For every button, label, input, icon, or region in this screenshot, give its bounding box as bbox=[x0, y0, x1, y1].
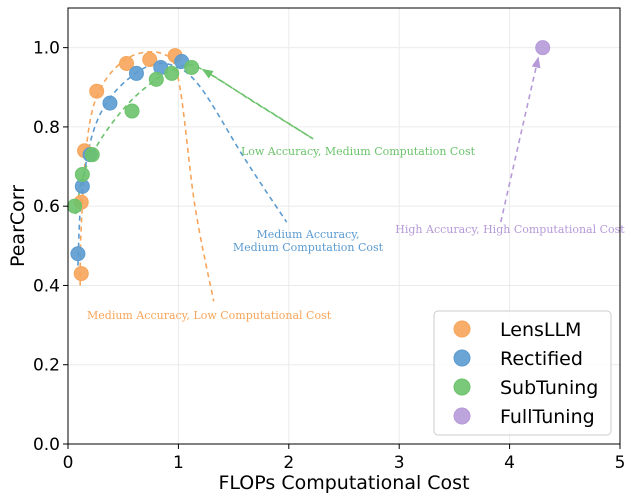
series-layer bbox=[67, 40, 551, 302]
y-tick-label: 0.0 bbox=[33, 435, 60, 455]
annotation-subtuning: Low Accuracy, Medium Computation Cost bbox=[241, 145, 476, 158]
annotation-line: Medium Accuracy, Low Computational Cost bbox=[87, 309, 332, 322]
data-point-subtuning bbox=[67, 198, 83, 214]
annotation-line: Medium Accuracy, bbox=[257, 228, 360, 241]
x-tick-label: 5 bbox=[615, 453, 626, 473]
annotation-lensllm: Medium Accuracy, Low Computational Cost bbox=[87, 309, 332, 322]
annotation-layer: Medium Accuracy, Low Computational Cost M… bbox=[87, 145, 625, 322]
data-point-lensllm bbox=[89, 83, 105, 99]
data-point-lensllm bbox=[142, 52, 158, 68]
data-point-subtuning bbox=[164, 65, 180, 81]
axes: 0 1 2 3 4 5 0.0 0.2 0.4 0.6 0.8 1.0 bbox=[33, 7, 626, 473]
trend-curve-rectified bbox=[77, 62, 288, 266]
legend-marker-fulltuning bbox=[453, 407, 471, 425]
data-point-lensllm bbox=[73, 266, 89, 282]
x-tick-label: 1 bbox=[173, 453, 184, 473]
legend-marker-subtuning bbox=[453, 378, 471, 396]
data-point-subtuning bbox=[184, 59, 200, 75]
legend-label-rectified: Rectified bbox=[500, 348, 583, 370]
y-axis-label: PearCorr bbox=[7, 185, 29, 267]
data-point-lensllm bbox=[119, 55, 135, 71]
data-point-subtuning bbox=[84, 147, 100, 163]
legend-label-subtuning: SubTuning bbox=[500, 377, 598, 399]
legend-box bbox=[433, 310, 612, 436]
x-tick-label: 3 bbox=[394, 453, 405, 473]
y-tick-label: 0.2 bbox=[33, 356, 60, 376]
data-point-fulltuning bbox=[535, 40, 551, 56]
annotation-arrow-subtuning bbox=[201, 68, 314, 140]
x-tick-label: 2 bbox=[283, 453, 294, 473]
trend-arrow-fulltuning bbox=[499, 56, 541, 223]
legend: LensLLM Rectified SubTuning FullTuning bbox=[433, 310, 612, 436]
annotation-line: High Accuracy, High Computational Cost bbox=[395, 223, 625, 236]
legend-marker-lensllm bbox=[453, 320, 471, 338]
y-tick-label: 0.4 bbox=[33, 276, 60, 296]
y-tick-label: 0.6 bbox=[33, 197, 60, 217]
data-point-rectified bbox=[128, 65, 144, 81]
x-axis-label: FLOPs Computational Cost bbox=[218, 472, 469, 494]
data-point-rectified bbox=[102, 95, 118, 111]
x-tick-label: 0 bbox=[63, 453, 74, 473]
annotation-fulltuning: High Accuracy, High Computational Cost bbox=[395, 223, 625, 236]
legend-label-lensllm: LensLLM bbox=[500, 319, 581, 341]
data-point-subtuning bbox=[148, 71, 164, 87]
annotation-rectified: Medium Accuracy, Medium Computation Cost bbox=[233, 228, 384, 254]
x-tick-label: 4 bbox=[504, 453, 515, 473]
annotation-line: Medium Computation Cost bbox=[233, 241, 384, 254]
y-tick-label: 0.8 bbox=[33, 118, 60, 138]
data-point-subtuning bbox=[124, 103, 140, 119]
trend-curve-subtuning bbox=[74, 63, 314, 215]
legend-marker-rectified bbox=[453, 349, 471, 367]
legend-label-fulltuning: FullTuning bbox=[500, 406, 595, 428]
y-tick-label: 1.0 bbox=[33, 39, 60, 59]
plot-frame bbox=[67, 7, 621, 445]
data-point-subtuning bbox=[74, 166, 90, 182]
annotation-line: Low Accuracy, Medium Computation Cost bbox=[241, 145, 476, 158]
data-point-rectified bbox=[70, 246, 86, 262]
